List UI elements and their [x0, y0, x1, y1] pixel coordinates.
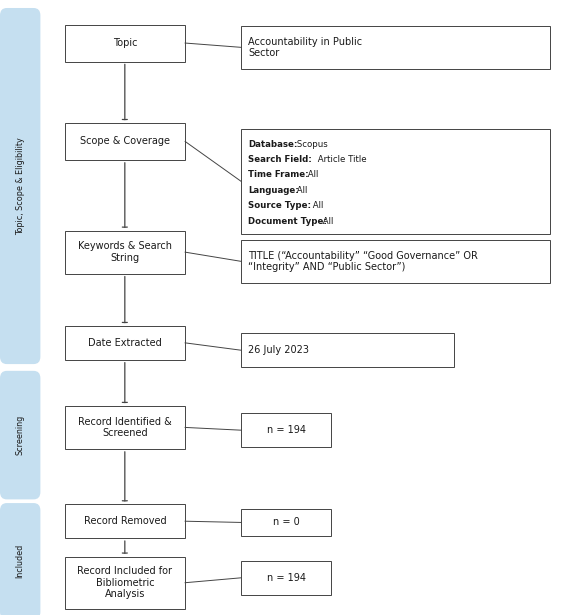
FancyBboxPatch shape — [65, 557, 185, 609]
Text: n = 0: n = 0 — [273, 517, 300, 528]
Text: Record Removed: Record Removed — [84, 516, 166, 526]
FancyBboxPatch shape — [241, 26, 550, 69]
FancyBboxPatch shape — [0, 371, 40, 499]
FancyBboxPatch shape — [65, 123, 185, 160]
FancyBboxPatch shape — [241, 240, 550, 283]
FancyBboxPatch shape — [65, 326, 185, 360]
Text: Language:: Language: — [248, 186, 298, 195]
Text: Scopus: Scopus — [295, 140, 328, 149]
FancyBboxPatch shape — [0, 8, 40, 364]
Text: TITLE (“Accountability” “Good Governance” OR
“Integrity” AND “Public Sector”): TITLE (“Accountability” “Good Governance… — [248, 250, 478, 272]
FancyBboxPatch shape — [241, 561, 331, 595]
Text: Date Extracted: Date Extracted — [88, 338, 162, 348]
Text: Scope & Coverage: Scope & Coverage — [80, 137, 170, 146]
Text: n = 194: n = 194 — [266, 573, 306, 583]
FancyBboxPatch shape — [241, 413, 331, 447]
Text: All: All — [320, 216, 334, 226]
Text: Screening: Screening — [16, 415, 25, 455]
Text: Keywords & Search
String: Keywords & Search String — [78, 241, 172, 263]
FancyBboxPatch shape — [0, 503, 40, 615]
Text: 26 July 2023: 26 July 2023 — [248, 345, 309, 355]
Text: All: All — [295, 186, 308, 195]
FancyBboxPatch shape — [65, 231, 185, 274]
Text: Topic: Topic — [113, 38, 137, 48]
Text: n = 194: n = 194 — [266, 425, 306, 435]
FancyBboxPatch shape — [65, 504, 185, 538]
Text: Record Identified &
Screened: Record Identified & Screened — [78, 416, 172, 438]
Text: Document Type:: Document Type: — [248, 216, 327, 226]
Text: Accountability in Public
Sector: Accountability in Public Sector — [248, 36, 362, 58]
Text: Search Field:: Search Field: — [248, 155, 312, 164]
Text: All: All — [305, 170, 318, 180]
Text: Article Title: Article Title — [315, 155, 367, 164]
Text: All: All — [310, 201, 323, 210]
FancyBboxPatch shape — [241, 129, 550, 234]
Text: Record Included for
Bibliometric
Analysis: Record Included for Bibliometric Analysi… — [77, 566, 172, 599]
Text: Database:: Database: — [248, 140, 297, 149]
FancyBboxPatch shape — [65, 406, 185, 449]
Text: Source Type:: Source Type: — [248, 201, 311, 210]
FancyBboxPatch shape — [65, 25, 185, 62]
Text: Time Frame:: Time Frame: — [248, 170, 309, 180]
Text: Topic, Scope & Eligibility: Topic, Scope & Eligibility — [16, 137, 25, 235]
FancyBboxPatch shape — [241, 509, 331, 536]
Text: Included: Included — [16, 544, 25, 578]
FancyBboxPatch shape — [241, 333, 454, 367]
